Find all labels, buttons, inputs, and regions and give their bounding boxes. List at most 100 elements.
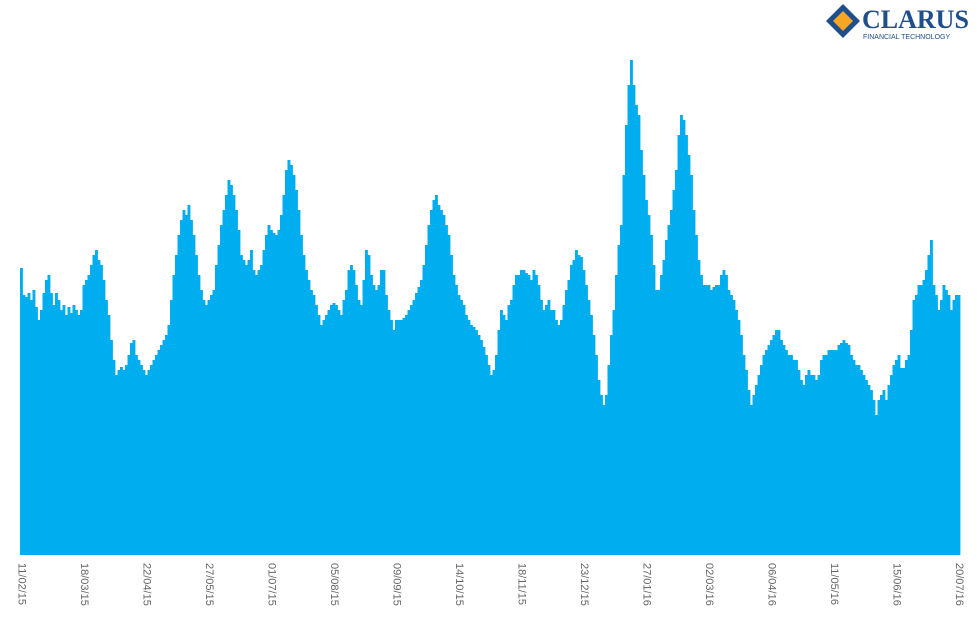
bar <box>907 355 911 555</box>
bar <box>755 385 758 555</box>
bar <box>840 343 843 555</box>
bar <box>717 285 721 555</box>
bar <box>735 310 738 555</box>
bar <box>360 305 363 555</box>
bar <box>705 285 708 555</box>
bar <box>827 350 831 555</box>
bar <box>677 135 681 555</box>
bar <box>657 290 661 555</box>
bar <box>845 343 848 555</box>
bar <box>925 270 928 555</box>
bar <box>447 235 451 555</box>
bar <box>290 165 293 555</box>
bar <box>775 330 778 555</box>
bar <box>367 255 371 555</box>
bar <box>505 320 508 555</box>
bar <box>472 327 476 555</box>
bar <box>612 310 616 555</box>
bar <box>457 295 461 555</box>
bar <box>952 300 956 555</box>
bar <box>790 355 793 555</box>
bar <box>587 300 591 555</box>
bar <box>555 320 558 555</box>
bar <box>825 355 828 555</box>
bar <box>670 210 673 555</box>
bar <box>652 265 656 555</box>
bar <box>190 220 193 555</box>
bar <box>355 285 358 555</box>
bar <box>120 367 123 555</box>
bar <box>712 287 716 555</box>
x-tick-label: 11/02/15 <box>15 563 27 605</box>
bar <box>700 275 703 555</box>
bar <box>27 293 31 555</box>
bar <box>570 265 573 555</box>
bar <box>697 260 701 555</box>
bar <box>200 290 203 555</box>
bar <box>247 260 251 555</box>
bar <box>407 310 411 555</box>
bar <box>550 310 553 555</box>
bar <box>257 270 261 555</box>
bar <box>205 305 208 555</box>
bar <box>927 255 931 555</box>
bar <box>955 295 958 555</box>
bar <box>57 300 61 555</box>
bar <box>527 275 531 555</box>
bar <box>222 210 226 555</box>
bar <box>835 350 838 555</box>
bar <box>867 385 871 555</box>
bar <box>540 300 543 555</box>
bar <box>462 305 466 555</box>
bar <box>410 305 413 555</box>
bar <box>877 400 881 555</box>
bar <box>297 210 301 555</box>
bar <box>545 305 548 555</box>
bar <box>382 270 386 555</box>
bar <box>397 320 401 555</box>
bar <box>465 315 468 555</box>
bar <box>440 210 443 555</box>
bar <box>285 170 288 555</box>
bar <box>475 330 478 555</box>
bar <box>125 365 128 555</box>
bar <box>577 255 581 555</box>
x-tick-label: 09/09/15 <box>390 563 402 606</box>
bar <box>327 310 331 555</box>
bar <box>112 360 116 555</box>
bar <box>227 180 231 555</box>
bar <box>305 270 308 555</box>
bar <box>762 355 766 555</box>
bar <box>45 280 48 555</box>
bar <box>530 280 533 555</box>
bar <box>115 375 118 555</box>
bar <box>390 320 393 555</box>
bar <box>295 190 298 555</box>
bar <box>487 365 491 555</box>
bar <box>165 335 168 555</box>
bar <box>870 390 873 555</box>
bar <box>872 400 876 555</box>
bar <box>132 340 136 555</box>
bar <box>625 125 628 555</box>
x-tick-label: 27/05/15 <box>203 563 215 606</box>
x-tick-label: 15/06/16 <box>890 563 902 606</box>
bar <box>452 275 456 555</box>
bar <box>312 295 316 555</box>
bar <box>445 225 448 555</box>
bar <box>55 293 58 555</box>
bar <box>60 310 63 555</box>
bar <box>852 360 856 555</box>
bar <box>695 235 698 555</box>
bar <box>62 305 66 555</box>
bar <box>182 210 186 555</box>
bar <box>385 295 388 555</box>
bar <box>945 290 948 555</box>
bar <box>745 370 748 555</box>
bar <box>947 295 951 555</box>
bar <box>710 290 713 555</box>
bar <box>622 175 626 555</box>
bar <box>85 280 88 555</box>
bar <box>565 290 568 555</box>
bar <box>597 380 601 555</box>
